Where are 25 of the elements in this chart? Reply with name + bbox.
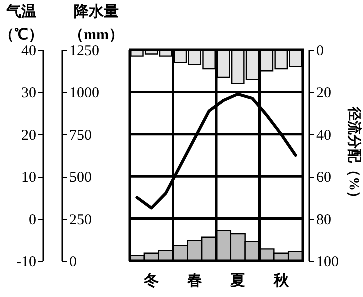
y-tick-label: 0 [70,254,77,270]
x-tick-label: 春 [186,272,202,290]
y3-tick-label: 20 [22,128,36,144]
y3-tick-label: 10 [22,170,36,186]
y-tick-label: 500 [70,170,92,186]
y2-tick-label: 40 [316,128,332,144]
y3-tick-label: -10 [16,254,36,270]
y-tick-label: 1250 [70,44,100,60]
y2-tick-label: 80 [316,212,332,228]
y-tick-label: 1000 [70,86,100,102]
y2-tick-label: 20 [316,86,332,102]
y-axis-title: 降水量（mm） [69,4,124,44]
y3-axis-title: 气温（℃） [0,4,44,44]
y2-tick-label: 0 [316,44,324,60]
y3-tick-label: 0 [29,212,36,228]
y3-tick-label: 30 [22,86,36,102]
x-tick-label: 秋 [272,272,290,290]
y-tick-label: 250 [70,212,92,228]
x-tick-label: 冬 [143,272,160,290]
y3-tick-label: 40 [22,44,36,60]
y2-tick-label: 60 [316,170,332,186]
y-tick-label: 750 [70,128,92,144]
x-tick-label: 夏 [230,272,246,290]
y2-axis-title: 径流分配（%） [346,106,363,205]
y2-tick-label: 100 [316,254,339,270]
